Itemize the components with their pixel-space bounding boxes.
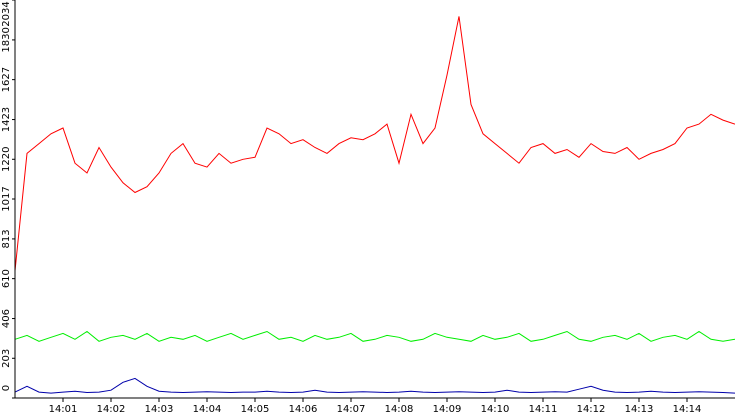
x-tick-label: 14:07 (337, 404, 366, 415)
y-tick-label: 0 (1, 385, 12, 391)
y-tick-label: 1830 (1, 27, 12, 52)
series-line (14, 16, 735, 271)
x-tick-label: 14:09 (433, 404, 462, 415)
y-tick-label: 1220 (1, 147, 12, 172)
x-tick-label: 14:14 (673, 404, 702, 415)
y-tick-label: 610 (1, 269, 12, 288)
y-tick-label: 1017 (1, 186, 12, 211)
y-tick-label: 406 (1, 309, 12, 328)
x-tick-label: 14:01 (49, 404, 78, 415)
y-tick-label: 2034 (1, 1, 12, 26)
y-tick-label: 1627 (1, 67, 12, 92)
x-tick-label: 14:03 (145, 404, 174, 415)
series-line (14, 377, 735, 394)
x-tick-label: 14:06 (289, 404, 318, 415)
x-tick-label: 14:11 (529, 404, 558, 415)
y-tick-label: 1423 (1, 107, 12, 132)
x-tick-label: 14:13 (625, 404, 654, 415)
x-tick-label: 14:02 (97, 404, 126, 415)
x-tick-label: 14:04 (193, 404, 222, 415)
x-tick-label: 14:12 (577, 404, 606, 415)
y-tick-label: 203 (1, 349, 12, 368)
y-tick-label: 813 (1, 229, 12, 248)
x-tick-label: 14:08 (385, 404, 414, 415)
x-tick-label: 14:10 (481, 404, 510, 415)
x-tick-label: 14:05 (241, 404, 270, 415)
series-line (14, 330, 735, 342)
